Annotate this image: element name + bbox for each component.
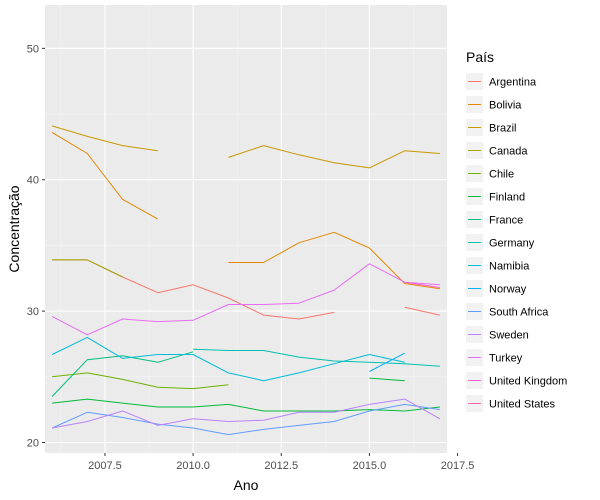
series-line-finland <box>369 377 405 382</box>
y-tick-label: 30 <box>27 306 39 318</box>
series-line-brazil <box>228 145 440 169</box>
x-tick-label: 2015.0 <box>353 460 387 472</box>
series-line-united-kingdom <box>404 281 440 288</box>
series-line-canada <box>52 259 123 278</box>
legend: País Argentina Bolivia Brazil Canada Chile Fi… <box>466 49 567 412</box>
series-line-namibia <box>51 336 405 382</box>
legend-label-namibia: Namibia <box>489 261 530 273</box>
series-line-chile <box>52 372 229 390</box>
legend-label-chile: Chile <box>489 169 514 181</box>
y-axis-title: Concentração <box>6 185 22 272</box>
x-tick-label: 2017.5 <box>441 460 475 472</box>
series-line-norway <box>369 352 405 372</box>
series-line-bolivia <box>51 131 159 220</box>
legend-label-united-states: United States <box>489 399 556 411</box>
legend-title: País <box>466 49 494 65</box>
x-axis-title: Ano <box>234 477 259 493</box>
legend-label-argentina: Argentina <box>489 77 537 89</box>
legend-label-bolivia: Bolivia <box>489 100 522 112</box>
y-tick-label: 40 <box>27 175 39 187</box>
series-line-turkey <box>51 263 440 336</box>
axes: 2007.5 2010.0 2012.5 2015.0 2017.5 20 30 40 50 <box>27 43 475 472</box>
series-line-argentina <box>404 306 441 316</box>
legend-label-south-africa: South Africa <box>489 307 549 319</box>
series-lines <box>51 125 441 436</box>
series-line-france <box>51 351 194 397</box>
legend-label-brazil: Brazil <box>489 123 517 135</box>
legend-label-germany: Germany <box>489 238 535 250</box>
x-tick-label: 2012.5 <box>264 460 298 472</box>
legend-label-finland: Finland <box>489 192 525 204</box>
legend-label-united-kingdom: United Kingdom <box>489 376 567 388</box>
y-tick-label: 50 <box>27 43 39 55</box>
series-line-bolivia <box>228 231 440 290</box>
legend-label-turkey: Turkey <box>489 353 523 365</box>
plot-panel <box>45 5 447 453</box>
y-tick-label: 20 <box>27 437 39 449</box>
series-line-sweden <box>52 398 441 429</box>
legend-label-canada: Canada <box>489 146 528 158</box>
grid <box>45 5 447 453</box>
legend-label-france: France <box>489 215 523 227</box>
series-line-germany <box>193 348 440 367</box>
series-line-brazil <box>51 125 158 152</box>
series-line-south-africa <box>51 403 440 436</box>
x-tick-label: 2010.0 <box>176 460 210 472</box>
x-tick-label: 2007.5 <box>88 460 122 472</box>
legend-label-norway: Norway <box>489 284 527 296</box>
legend-label-sweden: Sweden <box>489 330 529 342</box>
